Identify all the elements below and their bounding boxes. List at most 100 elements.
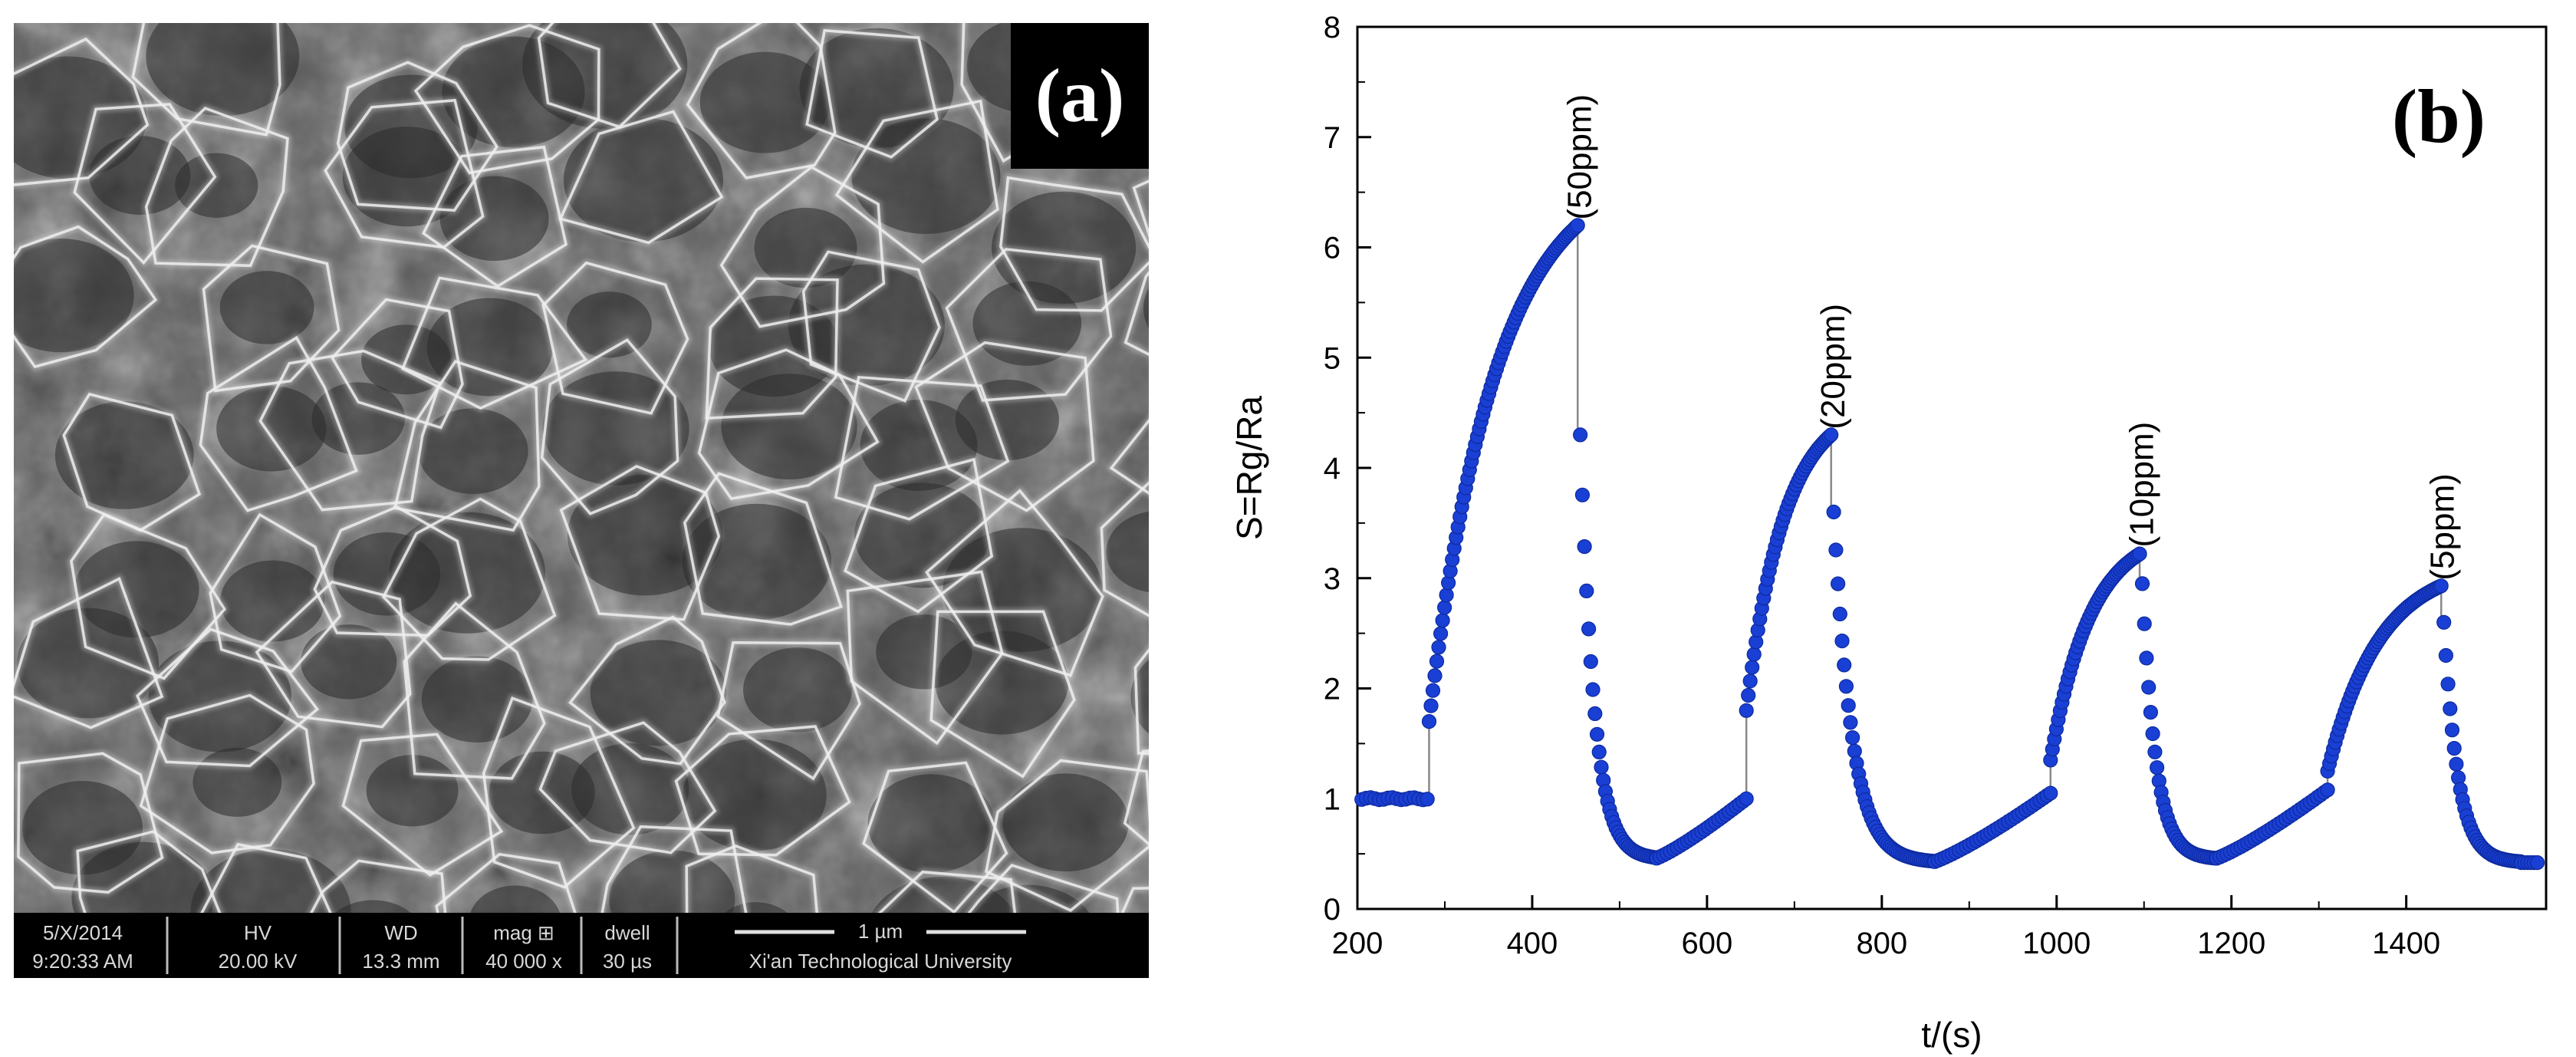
y-tick-label: 0 xyxy=(1324,893,1341,927)
data-point xyxy=(1828,542,1844,558)
data-point xyxy=(2043,785,2058,801)
sheet-shadow xyxy=(14,239,134,353)
data-point xyxy=(1574,487,1590,502)
sheet-shadow xyxy=(935,631,1069,735)
sheet-edge xyxy=(1124,270,1149,356)
info-hv-label: HV xyxy=(244,921,272,944)
sheet-edge xyxy=(685,845,819,913)
data-point xyxy=(1841,698,1856,713)
y-tick-label: 8 xyxy=(1324,11,1341,44)
sheet-shadow xyxy=(89,136,191,216)
sheet-edge xyxy=(76,830,222,913)
sheet-edge xyxy=(1133,647,1149,756)
x-tick-label: 1000 xyxy=(2022,927,2091,960)
sheet-edge xyxy=(843,457,994,614)
sheet-shadow xyxy=(571,743,689,835)
sheet-edge xyxy=(1132,179,1149,239)
sheet-shadow xyxy=(851,118,1001,235)
sheet-shadow xyxy=(721,374,857,480)
data-point xyxy=(1741,687,1756,703)
data-point xyxy=(1830,576,1846,591)
sheet-edge xyxy=(600,825,748,913)
data-point xyxy=(2137,616,2152,631)
y-tick-label: 7 xyxy=(1324,121,1341,155)
sheet-shadow xyxy=(219,271,314,344)
sheet-edge xyxy=(135,627,320,768)
plot-frame xyxy=(1356,25,2548,910)
info-date: 5/X/2014 xyxy=(43,921,123,944)
x-axis-label: t/(s) xyxy=(1921,1015,1982,1055)
data-point xyxy=(1591,744,1607,760)
y-tick-label: 3 xyxy=(1324,562,1341,596)
x-tick-label: 200 xyxy=(1332,927,1383,960)
sheet-shadow xyxy=(54,401,194,509)
data-point xyxy=(2143,704,2159,720)
x-tick-label: 1400 xyxy=(2372,927,2440,960)
info-mag-value: 40 000 x xyxy=(485,950,562,973)
info-dwell-value: 30 µs xyxy=(603,950,652,973)
data-point xyxy=(1581,621,1597,637)
y-tick-label: 2 xyxy=(1324,673,1341,706)
concentration-label: (5ppm) xyxy=(2424,473,2462,580)
data-point xyxy=(1589,726,1605,742)
sheet-edge xyxy=(719,165,886,328)
sheet-edge xyxy=(202,244,341,393)
data-point xyxy=(1421,713,1437,729)
sheet-edge xyxy=(393,360,541,532)
concentration-labels: (50ppm) (20ppm) (10ppm) (5ppm) xyxy=(1561,94,2462,581)
sheet-edge xyxy=(674,725,851,857)
data-point xyxy=(1577,538,1592,555)
data-point xyxy=(1844,729,1860,746)
sheet-shadow xyxy=(146,23,300,117)
sheet-edge xyxy=(540,338,679,515)
sheet-edge xyxy=(801,250,941,403)
info-wd-label: WD xyxy=(384,921,417,944)
data-point xyxy=(1594,759,1609,775)
sheet-shadow xyxy=(1143,288,1149,329)
data-point xyxy=(2436,614,2452,630)
sheet-shadow xyxy=(955,379,1060,461)
sheet-edge xyxy=(14,577,164,729)
data-point xyxy=(2149,760,2165,775)
sem-micrograph: (a) 5/X/2014 9:20:33 AM HV 20.00 kV WD 1… xyxy=(14,23,1149,978)
sheet-edge xyxy=(541,261,689,415)
info-time: 9:20:33 AM xyxy=(32,950,133,973)
data-point xyxy=(1824,427,1839,443)
sheet-edge xyxy=(686,23,837,179)
data-point xyxy=(2145,726,2160,742)
sheet-shadow xyxy=(867,774,995,874)
data-point xyxy=(1834,633,1850,649)
data-point xyxy=(1420,792,1435,807)
sheet-shadow xyxy=(220,560,325,642)
sheet-edge xyxy=(421,145,568,288)
axis-ticks: 200 400 600 800 1000 1200 1400 0 1 2 3 4 5 6 7 8 xyxy=(1324,11,2440,960)
concentration-label: (10ppm) xyxy=(2123,422,2160,548)
sheet-shadow xyxy=(788,264,945,387)
data-point xyxy=(1423,698,1439,713)
data-point xyxy=(1826,504,1841,520)
data-point xyxy=(2134,576,2150,591)
data-points xyxy=(1354,218,2545,871)
sheet-edge xyxy=(14,225,158,369)
sheet-edge xyxy=(341,733,504,877)
x-tick-label: 600 xyxy=(1682,927,1733,960)
sheet-shadow xyxy=(742,647,852,733)
sheet-shadow xyxy=(216,386,327,472)
sheet-edge xyxy=(413,24,600,175)
data-point xyxy=(1739,703,1754,718)
sheet-edge xyxy=(1109,418,1149,495)
concentration-label: (50ppm) xyxy=(1561,94,1599,220)
data-point xyxy=(1439,588,1454,603)
data-point xyxy=(1742,673,1758,689)
sheet-edge xyxy=(716,641,862,781)
data-point xyxy=(1573,427,1588,443)
data-point xyxy=(1838,679,1854,694)
data-point xyxy=(1585,682,1601,697)
sheet-edge xyxy=(435,852,577,913)
response-chart: 200 400 600 800 1000 1200 1400 0 1 2 3 4 5 6 7 8 (50ppm… xyxy=(1229,11,2548,1055)
sheet-edge xyxy=(862,761,1008,913)
nanosheet-edges xyxy=(14,23,1149,913)
data-point xyxy=(1847,743,1862,759)
data-point xyxy=(2320,782,2335,798)
sheet-edge xyxy=(381,497,557,661)
